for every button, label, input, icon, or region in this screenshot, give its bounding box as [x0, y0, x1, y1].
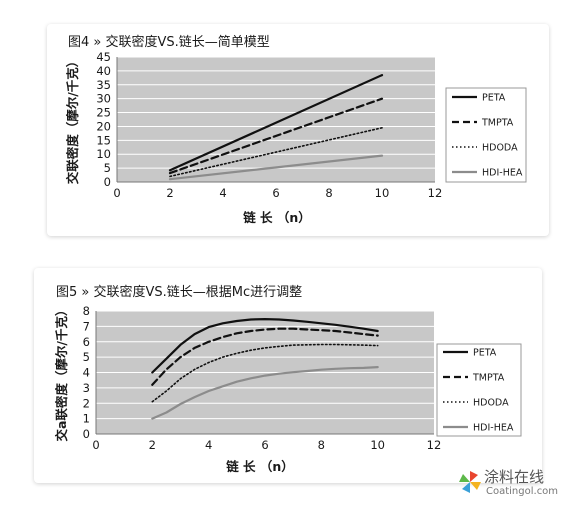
- y-tick-label: 0: [104, 175, 111, 189]
- x-tick-label: 2: [149, 438, 156, 452]
- x-tick-label: 4: [219, 186, 226, 200]
- y-tick-label: 7: [83, 319, 90, 333]
- series-line-tmpta: [168, 97, 384, 175]
- series-line-hdoda: [169, 127, 383, 178]
- x-tick-label: 2: [166, 186, 173, 200]
- x-tick-label: 6: [261, 438, 268, 452]
- legend-box: [436, 343, 522, 437]
- y-tick-label: 4: [83, 366, 90, 380]
- legend-label: PETA: [473, 348, 497, 359]
- legend-label: TMPTA: [472, 373, 505, 384]
- series-line-peta: [151, 318, 379, 374]
- legend-label: TMPTA: [481, 118, 514, 129]
- y-tick-label: 6: [83, 335, 90, 349]
- y-tick-label: 5: [83, 350, 90, 364]
- x-tick-label: 8: [325, 186, 332, 200]
- y-tick-label: 8: [83, 304, 90, 318]
- watermark-text: 涂料在线: [484, 468, 545, 486]
- x-tick-label: 0: [113, 186, 120, 200]
- y-tick-label: 30: [96, 92, 111, 106]
- y-tick-label: 10: [96, 147, 111, 161]
- series-line-hdi-hea: [151, 366, 379, 420]
- series-line-peta: [168, 74, 384, 172]
- y-axis-title: 交联密度（摩尔/千克）: [65, 55, 80, 185]
- x-tick-label: 12: [427, 438, 442, 452]
- y-tick-label: 20: [96, 119, 111, 133]
- y-tick-label: 45: [96, 50, 111, 64]
- y-tick-label: 35: [96, 78, 111, 92]
- legend-label: PETA: [482, 93, 506, 104]
- plot-area: [117, 57, 435, 182]
- y-tick-label: 25: [96, 106, 111, 120]
- y-axis-title: 交a联密度（摩尔/千克）: [54, 303, 69, 441]
- y-tick-label: 1: [83, 412, 90, 426]
- legend-box: [445, 87, 527, 183]
- chart-card-fig4: 图4 » 交联密度VS.链长—简单模型 0 5 10 15 20 25 30 35 40 45 0 2…: [47, 24, 549, 236]
- chart-title: 图4 » 交联密度VS.链长—简单模型: [68, 35, 270, 50]
- y-tick-label: 40: [96, 64, 111, 78]
- x-axis-title: 链 长 （n）: [243, 210, 311, 225]
- x-axis-title: 链 长 （n）: [226, 459, 294, 474]
- x-tick-label: 0: [92, 438, 99, 452]
- x-tick-label: 10: [370, 438, 385, 452]
- y-tick-label: 15: [96, 133, 111, 147]
- y-tick-label: 2: [83, 396, 90, 410]
- y-tick-label: 5: [104, 161, 111, 175]
- series-line-tmpta: [151, 327, 379, 386]
- x-tick-label: 12: [428, 186, 443, 200]
- y-tick-label: 0: [83, 427, 90, 441]
- legend-label: HDODA: [482, 143, 518, 154]
- x-tick-label: 4: [205, 438, 212, 452]
- x-tick-label: 10: [375, 186, 390, 200]
- series-line-hdi-hea: [168, 154, 384, 181]
- legend-label: HDI-HEA: [473, 423, 514, 434]
- pinwheel-icon: [459, 471, 481, 493]
- x-tick-label: 8: [318, 438, 325, 452]
- x-tick-label: 6: [272, 186, 279, 200]
- series-line-hdoda: [151, 343, 379, 403]
- chart-card-fig5: 图5 » 交联密度VS.链长—根据Mc进行调整 0 1 2 3 4 5 6 7 8 0 2 4 6 8 10…: [34, 268, 542, 483]
- y-tick-label: 3: [83, 381, 90, 395]
- legend-label: HDI-HEA: [482, 168, 523, 179]
- watermark-subtext: Coatingol.com: [486, 486, 559, 497]
- watermark-logo: 涂料在线 Coatingol.com: [458, 468, 562, 508]
- legend-label: HDODA: [473, 398, 509, 409]
- chart-title: 图5 » 交联密度VS.链长—根据Mc进行调整: [56, 285, 303, 300]
